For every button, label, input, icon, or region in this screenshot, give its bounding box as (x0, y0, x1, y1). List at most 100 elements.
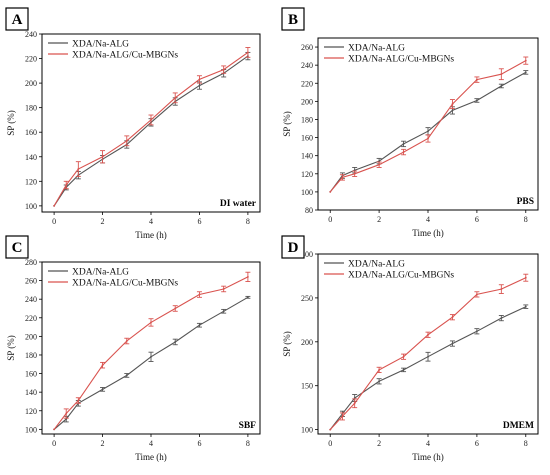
y-tick-label: 140 (301, 152, 313, 161)
series-line (329, 277, 527, 430)
data-point (246, 51, 249, 54)
y-axis-title: SP (%) (282, 331, 292, 356)
series-xda-na-alg (53, 295, 251, 431)
data-point (65, 418, 68, 421)
legend-label: XDA/Na-ALG/Cu-MBGNs (72, 51, 178, 61)
panel-letter-box (5, 235, 29, 259)
data-point (402, 143, 405, 145)
panel-letter-box (281, 7, 305, 31)
x-axis-title: Time (h) (135, 230, 166, 240)
data-point (65, 412, 68, 415)
legend-label: XDA/Na-ALG (348, 260, 405, 270)
data-point (427, 130, 429, 133)
data-point (402, 151, 405, 153)
data-point (198, 78, 201, 81)
y-tick-label: 160 (301, 134, 313, 143)
data-point (378, 380, 381, 383)
data-point (475, 99, 478, 102)
x-tick-label: 6 (197, 439, 201, 448)
x-tick-label: 2 (377, 215, 381, 224)
y-tick-label: 200 (25, 332, 37, 341)
data-point (427, 355, 429, 358)
panel-letter: D (288, 240, 299, 256)
chart-panel-a: 0 2 4 6 8 100 120 140 160 180 200 220 240 Time (h) SP … (5, 7, 261, 240)
data-point (475, 293, 478, 296)
panel-letter-box (281, 235, 305, 259)
y-tick-label: 180 (25, 104, 37, 113)
series-line (53, 55, 249, 207)
y-tick-label: 160 (25, 370, 37, 379)
data-point (53, 204, 56, 207)
y-tick-label: 240 (25, 295, 37, 304)
legend-label: XDA/Na-ALG/Cu-MBGNs (348, 55, 454, 65)
y-tick-label: 120 (25, 407, 37, 416)
y-tick-label: 80 (305, 206, 313, 215)
y-tick-label: 250 (301, 294, 313, 303)
data-point (451, 103, 454, 105)
y-tick-label: 220 (301, 79, 313, 88)
x-tick-label: 4 (426, 215, 430, 224)
series-xda-na-alg-cu-mbgns (329, 273, 529, 431)
data-point (174, 96, 177, 99)
x-tick-label: 8 (246, 217, 250, 226)
data-point (353, 169, 356, 172)
data-point (65, 184, 68, 186)
panel-letter: A (12, 12, 23, 28)
x-tick-label: 2 (377, 439, 381, 448)
x-tick-label: 2 (101, 217, 105, 226)
x-axis-title: Time (h) (412, 452, 443, 462)
legend-label: XDA/Na-ALG (72, 268, 129, 278)
data-point (246, 275, 249, 278)
data-point (150, 119, 152, 121)
data-point (402, 355, 405, 358)
data-point (451, 316, 454, 319)
x-tick-label: 4 (149, 439, 153, 448)
data-point (500, 288, 503, 291)
data-point (378, 163, 381, 166)
data-point (524, 276, 527, 279)
series-xda-na-alg (53, 51, 251, 207)
y-tick-label: 200 (25, 79, 37, 88)
y-axis-title: SP (%) (6, 335, 16, 360)
condition-label: DMEM (503, 421, 534, 431)
data-point (125, 374, 128, 377)
legend-label: XDA/Na-ALG/Cu-MBGNs (348, 271, 454, 281)
data-point (125, 340, 128, 342)
data-point (500, 85, 503, 87)
data-point (222, 68, 225, 71)
y-tick-label: 100 (25, 425, 37, 434)
series-xda-na-alg (329, 304, 529, 431)
y-tick-label: 140 (25, 153, 37, 162)
x-tick-label: 8 (524, 439, 528, 448)
series-xda-na-alg (329, 70, 529, 193)
x-tick-label: 2 (101, 439, 105, 448)
x-tick-label: 4 (149, 217, 153, 226)
data-point (222, 310, 225, 313)
condition-label: DI water (220, 199, 257, 209)
data-point (475, 78, 478, 81)
y-tick-label: 100 (301, 426, 313, 435)
data-point (150, 355, 152, 358)
data-point (329, 190, 332, 193)
data-point (341, 176, 344, 179)
y-tick-label: 100 (25, 202, 37, 211)
chart-panel-c: 0 2 4 6 8 100 120 140 160 180 200 220 240 260 280 Time … (5, 235, 261, 462)
y-tick-label: 260 (301, 43, 313, 52)
data-point (500, 73, 503, 76)
y-tick-label: 260 (25, 277, 37, 286)
condition-label: SBF (239, 421, 257, 431)
panel-letter-box (5, 7, 29, 31)
data-point (101, 155, 104, 158)
x-tick-label: 8 (246, 439, 250, 448)
y-tick-label: 280 (25, 258, 37, 267)
condition-label: PBS (517, 197, 534, 207)
data-point (353, 402, 356, 405)
y-tick-label: 100 (301, 188, 313, 197)
data-point (125, 139, 128, 142)
panel-letter: B (288, 12, 298, 28)
series-xda-na-alg-cu-mbgns (329, 56, 529, 193)
y-tick-label: 240 (301, 61, 313, 70)
y-tick-label: 200 (301, 338, 313, 347)
y-tick-label: 240 (25, 30, 37, 39)
